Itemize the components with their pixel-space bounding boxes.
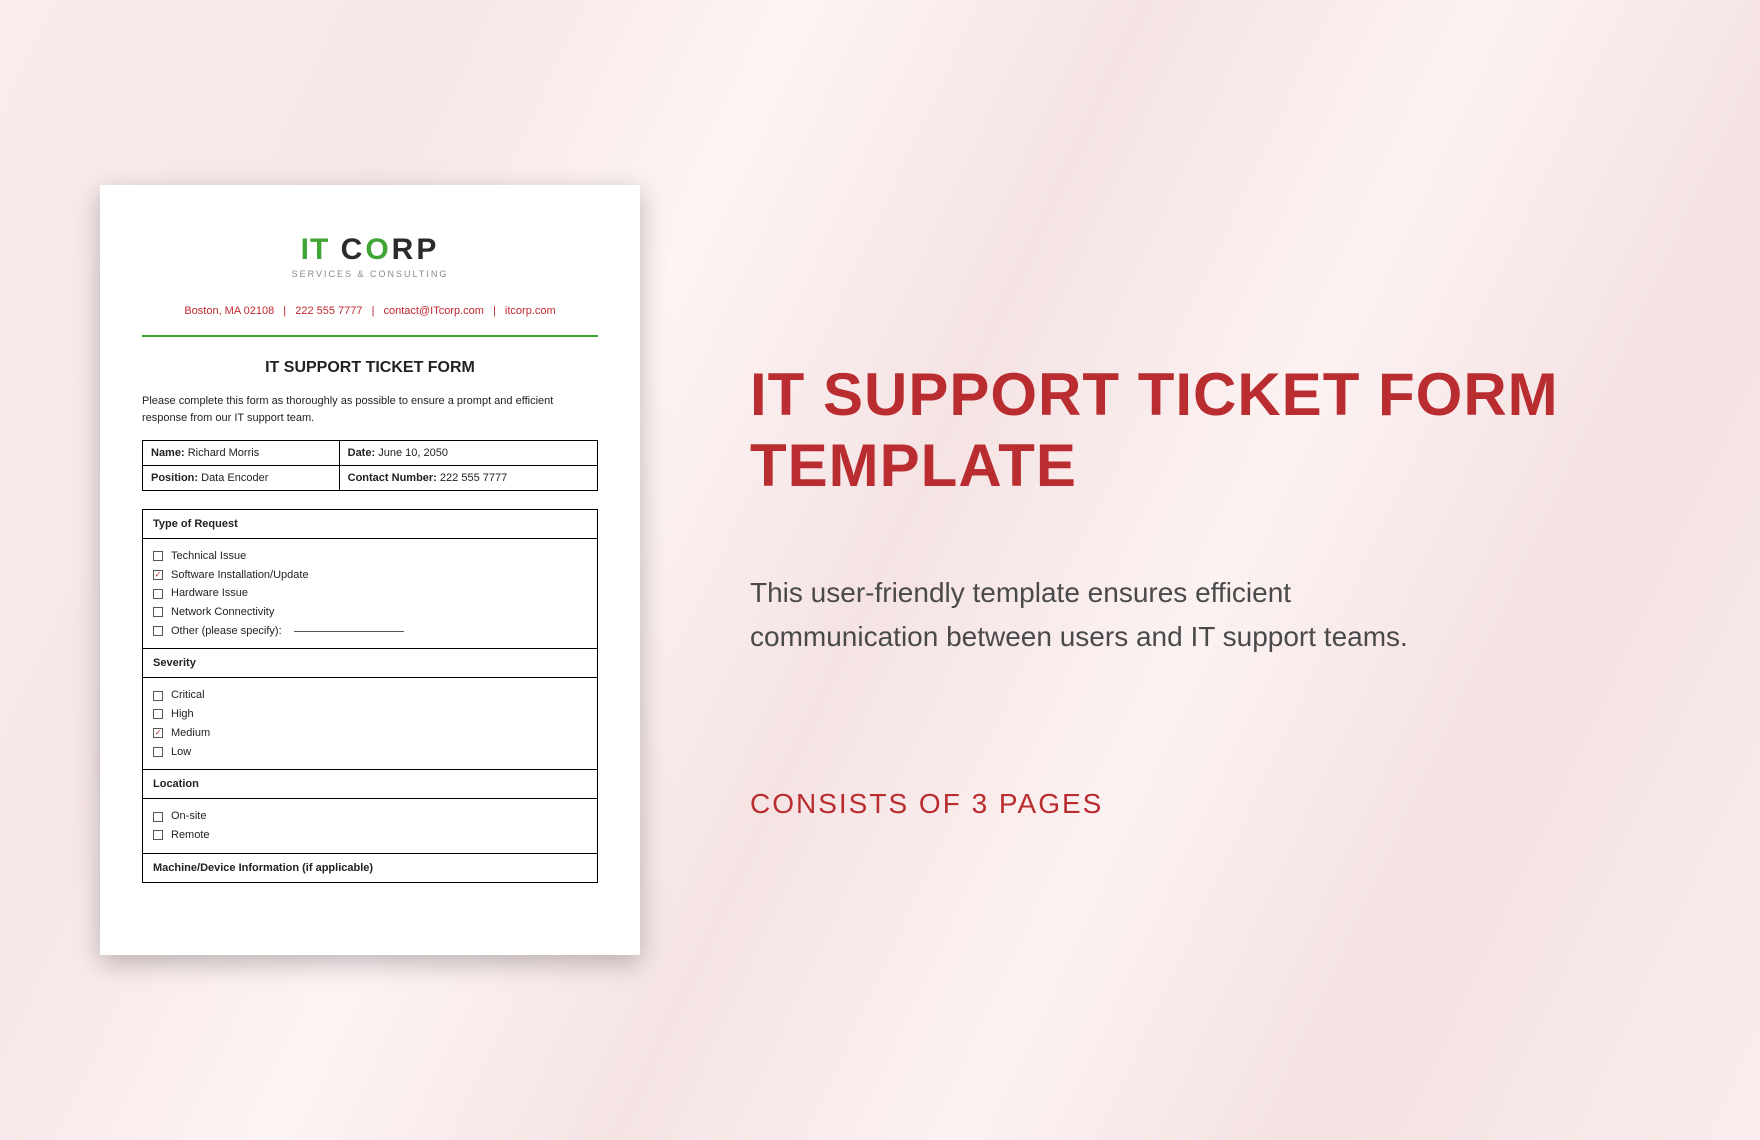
table-row: Name: Richard Morris Date: June 10, 2050 bbox=[143, 441, 598, 466]
checkbox-icon bbox=[153, 747, 163, 757]
checkbox-icon: ✓ bbox=[153, 728, 163, 738]
location-header: Location bbox=[143, 770, 598, 799]
checkbox-icon bbox=[153, 551, 163, 561]
option-row: ✓ Medium bbox=[153, 724, 587, 743]
date-cell: Date: June 10, 2050 bbox=[339, 441, 597, 466]
promo-panel: IT SUPPORT TICKET FORM TEMPLATE This use… bbox=[750, 320, 1660, 820]
table-row: Position: Data Encoder Contact Number: 2… bbox=[143, 466, 598, 491]
option-label: Software Installation/Update bbox=[171, 566, 309, 585]
logo-block: IT CORP SERVICES & CONSULTING bbox=[142, 233, 598, 279]
checkbox-icon bbox=[153, 607, 163, 617]
option-row: ✓ Software Installation/Update bbox=[153, 566, 587, 585]
option-label: Network Connectivity bbox=[171, 603, 274, 622]
contact-phone: 222 555 7777 bbox=[295, 305, 362, 317]
separator: | bbox=[283, 305, 286, 317]
option-row: High bbox=[153, 705, 587, 724]
contact-line: Boston, MA 02108 | 222 555 7777 | contac… bbox=[142, 305, 598, 317]
checkbox-icon bbox=[153, 812, 163, 822]
contactnum-label: Contact Number: bbox=[348, 472, 437, 484]
separator: | bbox=[372, 305, 375, 317]
sections-table: Type of Request Technical Issue ✓ Softwar… bbox=[142, 509, 598, 883]
option-label: Low bbox=[171, 743, 191, 762]
option-row: Other (please specify): bbox=[153, 622, 587, 641]
logo: IT CORP bbox=[142, 233, 598, 267]
name-label: Name: bbox=[151, 447, 185, 459]
name-cell: Name: Richard Morris bbox=[143, 441, 340, 466]
promo-description: This user-friendly template ensures effi… bbox=[750, 571, 1470, 658]
option-row: Low bbox=[153, 743, 587, 762]
option-row: Hardware Issue bbox=[153, 584, 587, 603]
option-label: Remote bbox=[171, 826, 210, 845]
date-label: Date: bbox=[348, 447, 376, 459]
name-value: Richard Morris bbox=[188, 447, 260, 459]
option-label: Other (please specify): bbox=[171, 622, 282, 641]
form-intro: Please complete this form as thoroughly … bbox=[142, 393, 598, 426]
option-label: On-site bbox=[171, 807, 206, 826]
separator: | bbox=[493, 305, 496, 317]
form-title: IT SUPPORT TICKET FORM bbox=[142, 359, 598, 377]
contactnum-cell: Contact Number: 222 555 7777 bbox=[339, 466, 597, 491]
checkbox-icon: ✓ bbox=[153, 570, 163, 580]
severity-header: Severity bbox=[143, 649, 598, 678]
contactnum-value: 222 555 7777 bbox=[440, 472, 507, 484]
logo-it: IT bbox=[301, 233, 330, 266]
promo-heading: IT SUPPORT TICKET FORM TEMPLATE bbox=[750, 360, 1660, 502]
checkbox-icon bbox=[153, 830, 163, 840]
contact-website: itcorp.com bbox=[505, 305, 556, 317]
position-label: Position: bbox=[151, 472, 198, 484]
option-label: Critical bbox=[171, 686, 205, 705]
option-row: Critical bbox=[153, 686, 587, 705]
specify-line bbox=[294, 631, 404, 632]
option-label: Medium bbox=[171, 724, 210, 743]
request-header: Type of Request bbox=[143, 510, 598, 539]
option-row: Technical Issue bbox=[153, 547, 587, 566]
location-options: On-site Remote bbox=[143, 799, 598, 853]
request-options: Technical Issue ✓ Software Installation/U… bbox=[143, 539, 598, 649]
date-value: June 10, 2050 bbox=[378, 447, 448, 459]
divider bbox=[142, 335, 598, 337]
machine-header: Machine/Device Information (if applicabl… bbox=[143, 853, 598, 882]
option-label: Technical Issue bbox=[171, 547, 246, 566]
info-table: Name: Richard Morris Date: June 10, 2050… bbox=[142, 440, 598, 491]
option-label: Hardware Issue bbox=[171, 584, 248, 603]
checkbox-icon bbox=[153, 626, 163, 636]
option-row: On-site bbox=[153, 807, 587, 826]
promo-pages: CONSISTS OF 3 PAGES bbox=[750, 788, 1660, 820]
logo-subtitle: SERVICES & CONSULTING bbox=[142, 269, 598, 279]
logo-corp: CORP bbox=[329, 233, 439, 266]
position-cell: Position: Data Encoder bbox=[143, 466, 340, 491]
contact-email: contact@ITcorp.com bbox=[384, 305, 484, 317]
checkbox-icon bbox=[153, 589, 163, 599]
contact-address: Boston, MA 02108 bbox=[184, 305, 274, 317]
checkbox-icon bbox=[153, 709, 163, 719]
option-row: Remote bbox=[153, 826, 587, 845]
severity-options: Critical High ✓ Medium Low bbox=[143, 678, 598, 770]
position-value: Data Encoder bbox=[201, 472, 268, 484]
option-row: Network Connectivity bbox=[153, 603, 587, 622]
checkbox-icon bbox=[153, 691, 163, 701]
option-label: High bbox=[171, 705, 194, 724]
form-document-preview: IT CORP SERVICES & CONSULTING Boston, MA… bbox=[100, 185, 640, 955]
